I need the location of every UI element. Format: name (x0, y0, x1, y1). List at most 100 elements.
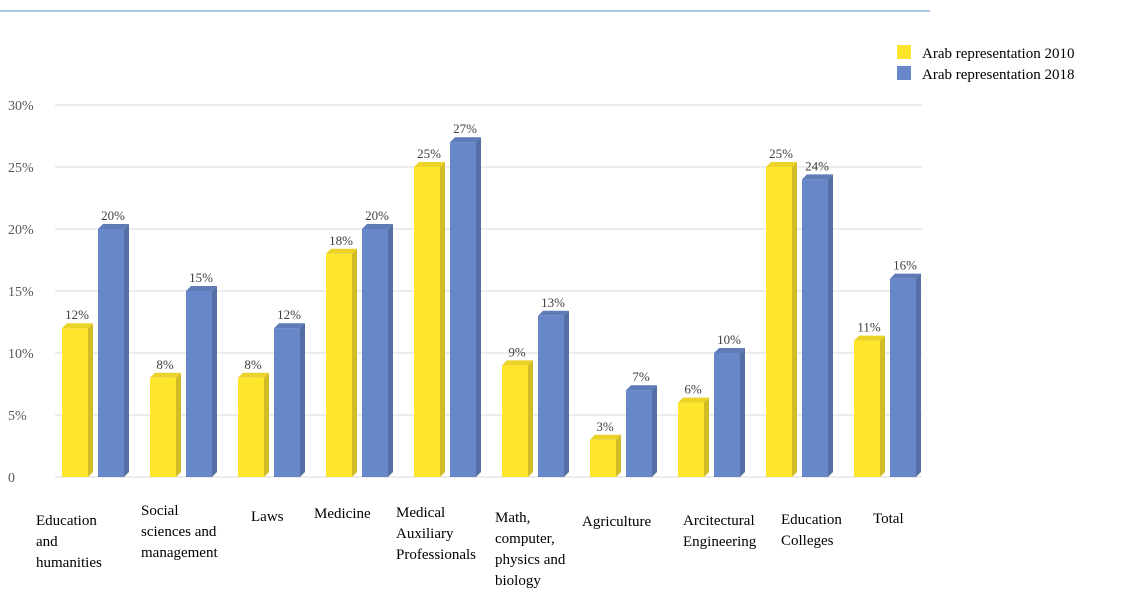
category-label-line: Agriculture (582, 514, 651, 530)
bar-top (362, 224, 393, 229)
value-label: 12% (277, 307, 301, 322)
bar-front (890, 278, 916, 477)
bar-2010 (854, 335, 885, 477)
category-label: Total (873, 511, 904, 527)
bar-front (62, 328, 88, 477)
bar-side (212, 286, 217, 477)
bar-top (186, 286, 217, 291)
y-tick-label: 0 (8, 471, 15, 486)
y-tick-label: 10% (8, 347, 34, 362)
bar-side (528, 360, 533, 477)
value-label: 27% (453, 121, 477, 136)
category-label-line: humanities (36, 555, 102, 571)
bar-front (362, 229, 388, 477)
bar-2010 (62, 323, 93, 477)
value-label: 10% (717, 332, 741, 347)
value-label: 20% (101, 208, 125, 223)
bar-front (274, 328, 300, 477)
bar-top (590, 434, 621, 440)
category-label-line: Social (141, 503, 179, 519)
bar-front (502, 365, 528, 477)
category-label-line: Math, (495, 510, 530, 526)
bar-top (238, 372, 269, 378)
y-tick-label: 15% (8, 285, 34, 300)
value-label: 12% (65, 307, 89, 322)
bar-top (450, 137, 481, 143)
bar-top (326, 248, 357, 254)
bar-front (626, 390, 652, 477)
category-label-line: Medicine (314, 506, 371, 522)
bar-top (150, 372, 181, 378)
bar-side (124, 224, 129, 477)
x-axis-categories: Education and humanities Social sciences and… (36, 503, 904, 589)
bar-top (502, 360, 533, 366)
bar-2010 (766, 162, 797, 477)
category-label-line: Education (781, 512, 842, 528)
bar-side (388, 224, 393, 477)
value-label: 25% (769, 146, 793, 161)
bar-front (714, 353, 740, 477)
bar-2018 (450, 137, 481, 477)
bar-2010 (502, 360, 533, 477)
value-label: 11% (857, 320, 881, 335)
bar-2010 (678, 397, 709, 477)
category-label-line: Colleges (781, 533, 834, 549)
category-label: Social sciences and management (141, 503, 218, 561)
bar-side (440, 162, 445, 477)
bar-front (98, 229, 124, 477)
category-label-line: Professionals (396, 547, 476, 563)
category-label-line: Medical (396, 505, 445, 521)
bar-2018 (362, 224, 393, 477)
bar-top (98, 224, 129, 229)
y-tick-label: 20% (8, 223, 34, 238)
legend-swatch-2018 (897, 66, 911, 80)
bar-2018 (626, 385, 657, 477)
value-label: 25% (417, 146, 441, 161)
bar-2010 (150, 372, 181, 477)
category-label-line: management (141, 545, 218, 561)
category-label: Education Colleges (781, 512, 842, 549)
legend-label-2018: Arab representation 2018 (922, 67, 1074, 83)
bar-front (326, 253, 352, 477)
value-label: 13% (541, 295, 565, 310)
legend-label-2010: Arab representation 2010 (922, 46, 1074, 62)
bar-front (150, 377, 176, 477)
bar-front (802, 179, 828, 477)
value-label: 7% (632, 369, 650, 384)
bar-side (916, 273, 921, 477)
bar-side (176, 372, 181, 477)
legend: Arab representation 2010 Arab representa… (897, 45, 1074, 83)
bar-side (828, 174, 833, 477)
category-label: Education and humanities (36, 513, 102, 571)
bar-2010 (326, 248, 357, 477)
bar-side (792, 162, 797, 477)
bar-2010 (238, 372, 269, 477)
category-label: Laws (251, 509, 284, 525)
bar-2018 (98, 224, 129, 477)
bar-front (238, 377, 264, 477)
value-label: 18% (329, 233, 353, 248)
bar-2018 (274, 323, 305, 477)
value-label: 9% (508, 344, 526, 359)
category-label-line: Education (36, 513, 97, 529)
bar-top (626, 385, 657, 391)
category-label-line: Total (873, 511, 904, 527)
bar-side (264, 372, 269, 477)
bar-front (854, 340, 880, 477)
bar-top (414, 162, 445, 167)
category-label-line: sciences and (141, 524, 217, 540)
bar-top (714, 348, 745, 353)
category-label-line: Auxiliary (396, 526, 454, 542)
category-label: Medical Auxiliary Professionals (396, 505, 476, 563)
bar-side (704, 397, 709, 477)
value-label: 8% (156, 357, 174, 372)
category-label-line: Engineering (683, 534, 757, 550)
bar-top (766, 162, 797, 167)
value-label: 16% (893, 258, 917, 273)
y-tick-label: 25% (8, 161, 34, 176)
category-label-line: and (36, 534, 58, 550)
bar-side (352, 248, 357, 477)
bar-front (414, 167, 440, 477)
bar-top (62, 323, 93, 329)
